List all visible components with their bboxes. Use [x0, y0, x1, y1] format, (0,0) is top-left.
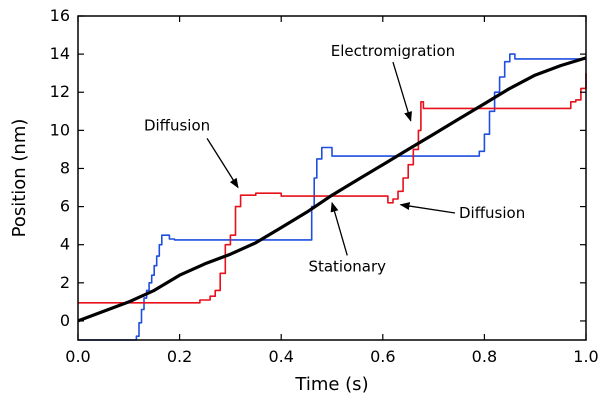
y-tick-label: 6: [60, 197, 70, 216]
annotation-arrow: [392, 61, 412, 122]
y-tick-label: 12: [50, 82, 70, 101]
x-tick-label: 0.2: [167, 347, 192, 366]
series-line-0: [78, 53, 586, 341]
y-tick-label: 0: [60, 311, 70, 330]
x-tick-label: 1.0: [573, 347, 598, 366]
annotation-arrow: [330, 201, 348, 256]
annotations: Electromigration Diffusion Diffusion Statio…: [144, 42, 525, 275]
annotation-label: Diffusion: [144, 116, 210, 134]
series-line-2: [77, 56, 587, 323]
annotation-label: Diffusion: [459, 204, 525, 222]
annotation-arrow: [206, 138, 239, 189]
plot-frame: [77, 15, 587, 341]
y-tick-label: 8: [60, 158, 70, 177]
annotation-arrow: [399, 202, 456, 214]
series-line-1: [78, 73, 587, 304]
y-tick-label: 14: [50, 44, 70, 63]
x-tick-label: 0.8: [472, 347, 497, 366]
y-tick-label: 10: [50, 120, 70, 139]
x-tick-label: 0.0: [65, 347, 90, 366]
plot-area: [77, 53, 587, 341]
y-axis-label: Position (nm): [9, 119, 30, 238]
y-tick-label: 16: [50, 6, 70, 25]
axes: 0.0 0.2 0.4 0.6 0.8 1.0 0 2 4 6 8 10 12 14 16: [50, 6, 599, 366]
annotation-label: Electromigration: [331, 42, 455, 60]
x-tick-label: 0.4: [268, 347, 293, 366]
y-tick-label: 2: [60, 273, 70, 292]
x-axis-label: Time (s): [294, 374, 368, 395]
annotation-label: Stationary: [308, 257, 386, 275]
y-tick-label: 4: [60, 235, 70, 254]
x-tick-label: 0.6: [370, 347, 395, 366]
